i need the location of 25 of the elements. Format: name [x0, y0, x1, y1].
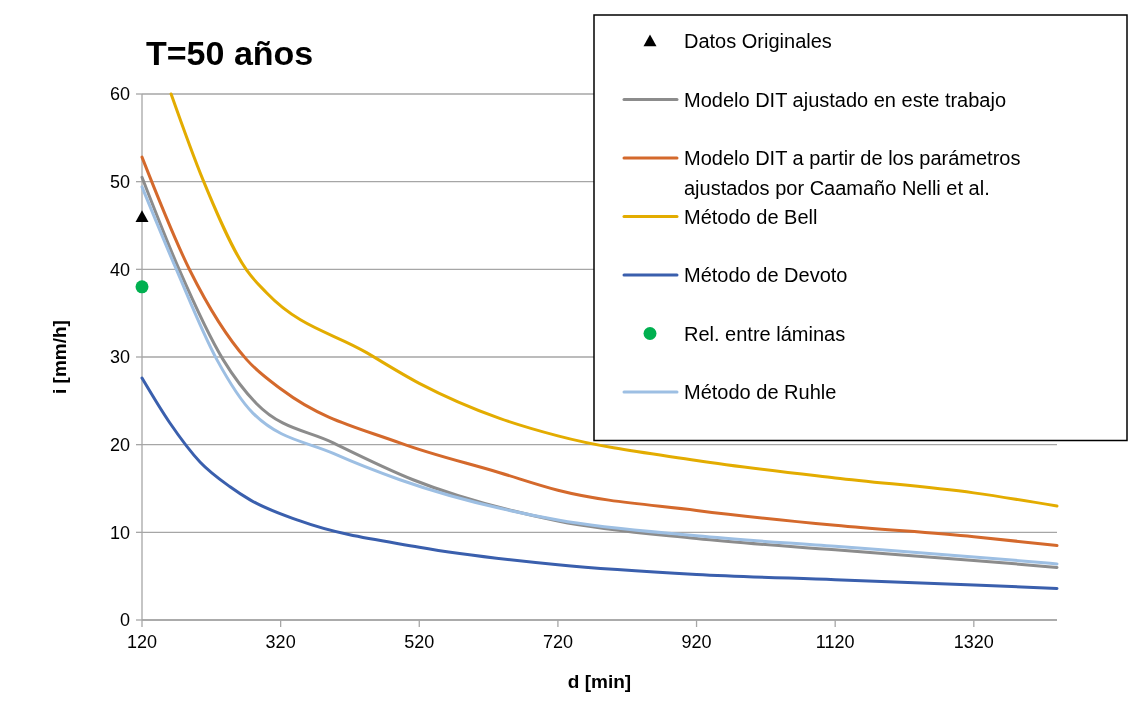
y-tick-label: 30	[109, 347, 130, 368]
x-tick-label: 320	[265, 632, 296, 652]
x-tick-label: 1120	[815, 632, 855, 652]
y-tick-label: 20	[109, 434, 130, 455]
x-tick-label: 520	[404, 632, 435, 652]
legend-label: Rel. entre láminas	[684, 322, 846, 345]
y-tick-label: 60	[109, 84, 130, 105]
x-tick-label: 1320	[953, 632, 994, 652]
x-axis-title: d [min]	[567, 671, 632, 692]
x-tick-label: 720	[542, 632, 573, 652]
chart-title: T=50 años	[146, 34, 314, 72]
y-tick-label: 40	[109, 259, 130, 280]
legend-label: Método de Bell	[684, 205, 818, 228]
legend-label: Método de Devoto	[684, 264, 848, 286]
line-series	[169, 92, 1059, 508]
legend-label: Método de Ruhle	[684, 381, 837, 403]
y-tick-label: 50	[109, 171, 130, 192]
x-tick-label: 920	[681, 632, 712, 652]
y-axis-title: i [mm/h]	[49, 320, 70, 394]
y-tick-label: 10	[109, 522, 130, 543]
legend-label: Datos Originales	[684, 30, 832, 52]
y-tick-label: 0	[119, 610, 130, 631]
legend-label: Modelo DIT a partir de los parámetros ajustados por Caamaño Nelli et al.	[684, 147, 1021, 199]
legend-label: Modelo DIT ajustado en este trabajo	[684, 88, 1007, 111]
x-tick-label: 120	[126, 632, 158, 652]
